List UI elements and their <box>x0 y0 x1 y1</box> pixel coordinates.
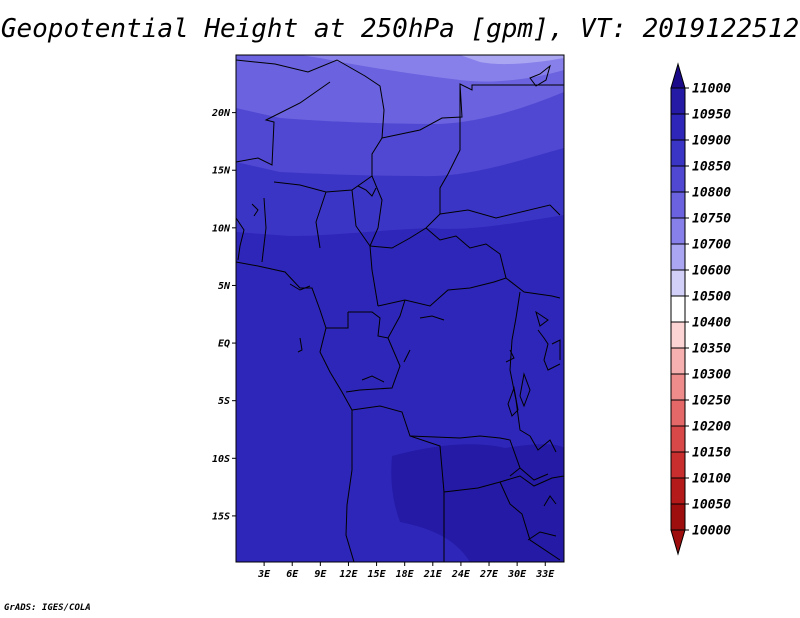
lon-tick-label: 15E <box>368 569 387 580</box>
colorbar-label: 10900 <box>692 134 731 149</box>
lat-tick-label: 15N <box>212 166 231 177</box>
colorbar-swatch <box>670 321 686 349</box>
colorbar-swatch <box>670 503 686 531</box>
lat-tick-label: 5N <box>218 281 231 292</box>
colorbar-label: 10400 <box>692 316 731 331</box>
colorbar-swatch <box>670 451 686 479</box>
lat-tick-label: 20N <box>211 108 231 119</box>
colorbar-min-arrow <box>670 529 686 556</box>
lat-tick-label: 10N <box>212 223 231 234</box>
colorbar-label: 10500 <box>692 290 731 305</box>
lon-tick-label: 33E <box>535 569 555 580</box>
colorbar-label: 10850 <box>692 160 731 175</box>
lon-tick-label: 24E <box>451 569 471 580</box>
map-frame <box>235 54 565 563</box>
longitude-axis: 3E 6E 9E 12E 15E 18E 21E 24E 27E 30E 33E <box>257 562 555 580</box>
lon-tick-label: 21E <box>423 569 443 580</box>
colorbar-label: 10300 <box>692 368 731 383</box>
colorbar-label: 10950 <box>692 108 731 123</box>
colorbar-swatch <box>670 425 686 453</box>
colorbar-label: 10050 <box>692 498 731 513</box>
colorbar-label: 10700 <box>692 238 731 253</box>
colorbar-swatch <box>670 347 686 375</box>
colorbar-swatch <box>670 399 686 427</box>
colorbar: 11000 10950 10900 10850 10800 10750 10700 10600… <box>670 62 731 556</box>
colorbar-swatch <box>670 113 686 141</box>
colorbar-label: 10200 <box>692 420 731 435</box>
lat-tick-label: 5S <box>218 396 230 407</box>
colorbar-label: 10350 <box>692 342 731 357</box>
chart-title: Geopotential Height at 250hPa [gpm], VT:… <box>0 14 800 44</box>
lon-tick-label: 30E <box>507 569 527 580</box>
colorbar-label: 10600 <box>692 264 731 279</box>
lat-tick-label: 10S <box>212 454 230 465</box>
lon-tick-label: 27E <box>479 569 499 580</box>
latitude-axis: 20N 15N 10N 5N EQ 5S 10S 15S <box>211 108 236 522</box>
colorbar-label: 10800 <box>692 186 731 201</box>
colorbar-swatch <box>670 295 686 323</box>
lon-tick-label: 12E <box>339 569 358 580</box>
lat-tick-label: 15S <box>212 511 230 522</box>
colorbar-swatch <box>670 269 686 297</box>
colorbar-label: 10750 <box>692 212 731 227</box>
colorbar-label: 10000 <box>692 524 731 539</box>
colorbar-max-arrow <box>670 62 686 89</box>
lon-tick-label: 3E <box>257 569 271 580</box>
colorbar-swatch <box>670 243 686 271</box>
contour-fill <box>236 55 564 562</box>
lon-tick-label: 9E <box>314 569 327 580</box>
colorbar-label: 11000 <box>692 82 731 97</box>
colorbar-label: 10250 <box>692 394 731 409</box>
colorbar-swatch <box>670 217 686 245</box>
lon-tick-label: 18E <box>396 569 415 580</box>
colorbar-label: 10100 <box>692 472 731 487</box>
colorbar-swatch <box>670 191 686 219</box>
lat-tick-label: EQ <box>218 339 230 350</box>
lon-tick-label: 6E <box>286 569 299 580</box>
colorbar-swatch <box>670 139 686 167</box>
colorbar-swatch <box>670 477 686 505</box>
grads-credit: GrADS: IGES/COLA <box>4 603 91 613</box>
colorbar-swatch <box>670 165 686 193</box>
colorbar-swatch <box>670 373 686 401</box>
colorbar-swatch <box>670 87 686 115</box>
colorbar-label: 10150 <box>692 446 731 461</box>
country-borders <box>236 59 564 562</box>
